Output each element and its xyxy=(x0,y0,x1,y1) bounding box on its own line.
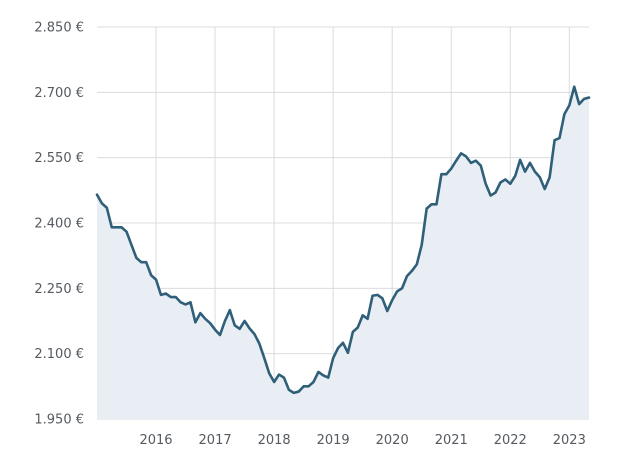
x-tick-label: 2023 xyxy=(553,433,586,448)
series-line xyxy=(95,85,591,395)
series-area-fill xyxy=(97,86,589,420)
x-tick-label: 2020 xyxy=(376,433,409,448)
x-tick-label: 2017 xyxy=(199,433,232,448)
x-tick-label: 2022 xyxy=(494,433,527,448)
y-tick-label: 2.100 € xyxy=(34,347,84,362)
x-axis: 2016 2017 2018 2019 2020 2021 2022 2023 xyxy=(139,433,585,448)
x-tick-label: 2018 xyxy=(258,433,291,448)
y-tick-label: 2.850 € xyxy=(34,21,84,36)
x-tick-label: 2021 xyxy=(435,433,468,448)
x-tick-label: 2019 xyxy=(317,433,350,448)
y-tick-label: 2.250 € xyxy=(34,282,84,297)
x-tick-label: 2016 xyxy=(139,433,172,448)
y-tick-label: 1.950 € xyxy=(34,413,84,428)
y-axis: 1.950 € 2.100 € 2.250 € 2.400 € 2.550 € 2.700… xyxy=(34,21,84,428)
y-tick-label: 2.550 € xyxy=(34,151,84,166)
y-tick-label: 2.400 € xyxy=(34,217,84,232)
y-tick-label: 2.700 € xyxy=(34,86,84,101)
